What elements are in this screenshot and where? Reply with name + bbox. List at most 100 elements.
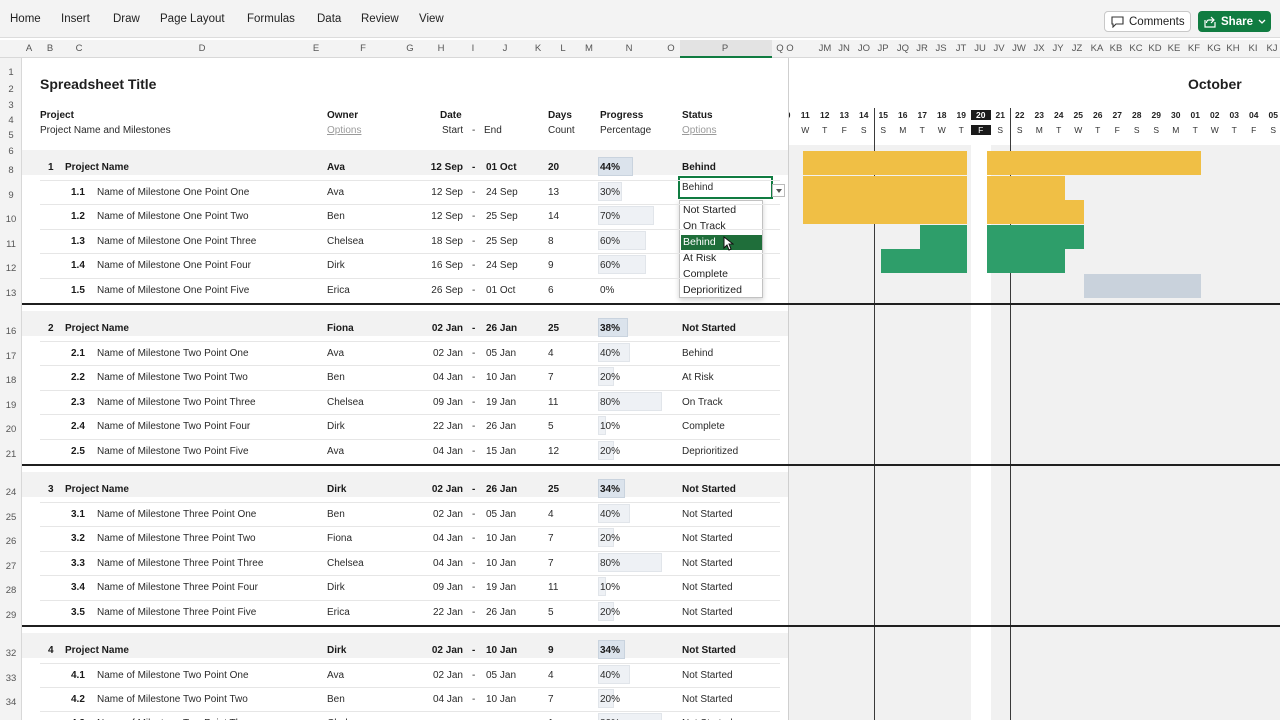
column-letter[interactable]: O <box>667 43 675 54</box>
project-name[interactable]: Project Name <box>65 323 129 334</box>
start-date-cell[interactable]: 12 Sep <box>431 187 463 198</box>
start-date-cell[interactable]: 26 Sep <box>431 285 463 296</box>
header-owner-options[interactable]: Options <box>327 125 362 136</box>
column-letter[interactable]: KD <box>1148 43 1162 54</box>
menu-data[interactable]: Data <box>317 13 342 25</box>
column-letter[interactable]: I <box>471 43 475 54</box>
row-number[interactable]: 10 <box>5 214 17 225</box>
milestone-name[interactable]: Name of Milestone Three Point Five <box>97 607 257 618</box>
gantt-bar[interactable] <box>986 249 1065 273</box>
progress-cell[interactable]: 80% <box>600 718 620 720</box>
column-letter[interactable]: H <box>437 43 445 54</box>
start-date-cell[interactable]: 04 Jan <box>432 446 463 457</box>
end-date-cell[interactable]: 26 Jan <box>486 607 517 618</box>
row-number[interactable]: 21 <box>5 449 17 460</box>
column-letter[interactable]: JQ <box>896 43 910 54</box>
start-date-cell[interactable]: 09 Jan <box>432 582 463 593</box>
column-letter[interactable]: KE <box>1167 43 1181 54</box>
column-letter[interactable]: JS <box>935 43 947 54</box>
gantt-bar[interactable] <box>803 176 968 200</box>
milestone-name[interactable]: Name of Milestone One Point Five <box>97 285 250 296</box>
status-cell[interactable]: Not Started <box>682 484 736 495</box>
gantt-bar[interactable] <box>1084 274 1202 298</box>
start-date-cell[interactable]: 22 Jan <box>432 607 463 618</box>
owner-cell[interactable]: Fiona <box>327 323 354 334</box>
owner-cell[interactable]: Chelsea <box>327 718 364 720</box>
progress-cell[interactable]: 80% <box>600 397 621 408</box>
progress-cell[interactable]: 34% <box>600 645 621 656</box>
column-letter[interactable]: F <box>360 43 366 54</box>
owner-cell[interactable]: Chelsea <box>327 236 364 247</box>
progress-cell[interactable]: 20% <box>600 372 621 383</box>
milestone-name[interactable]: Name of Milestone One Point Three <box>97 236 257 247</box>
owner-cell[interactable]: Dirk <box>327 260 345 271</box>
progress-cell[interactable]: 20% <box>600 607 621 618</box>
end-date-cell[interactable]: 19 Jan <box>486 582 517 593</box>
row-number[interactable]: 6 <box>8 146 14 157</box>
progress-cell[interactable]: 70% <box>600 211 621 222</box>
owner-cell[interactable]: Ben <box>327 694 345 705</box>
dropdown-option-at-risk[interactable]: At Risk <box>683 252 717 264</box>
column-letter[interactable]: K <box>534 43 542 54</box>
status-cell[interactable]: Not Started <box>682 323 736 334</box>
column-letter[interactable]: KF <box>1187 43 1201 54</box>
progress-cell[interactable]: 10% <box>600 582 621 593</box>
end-date-cell[interactable]: 10 Jan <box>486 694 517 705</box>
start-date-cell[interactable]: 12 Sep <box>431 211 463 222</box>
owner-cell[interactable]: Dirk <box>327 421 345 432</box>
menu-review[interactable]: Review <box>361 13 399 25</box>
column-letter[interactable]: JU <box>974 43 986 54</box>
status-cell[interactable]: Complete <box>682 421 725 432</box>
status-cell[interactable]: Not Started <box>682 582 733 593</box>
gantt-bar[interactable] <box>881 249 968 273</box>
column-letter[interactable]: JN <box>838 43 850 54</box>
end-date-cell[interactable]: 01 Oct <box>486 285 516 296</box>
row-number[interactable]: 3 <box>8 100 14 111</box>
owner-cell[interactable]: Dirk <box>327 582 345 593</box>
row-number[interactable]: 27 <box>5 561 17 572</box>
milestone-name[interactable]: Name of Milestone Two Point One <box>97 670 249 681</box>
end-date-cell[interactable]: 10 Jan <box>486 645 518 656</box>
milestone-name[interactable]: Name of Milestone Two Point Five <box>97 446 249 457</box>
end-date-cell[interactable]: 10 Jan <box>486 372 517 383</box>
column-letter[interactable]: KG <box>1207 43 1221 54</box>
column-letter[interactable]: JM <box>818 43 832 54</box>
project-name[interactable]: Project Name <box>65 645 129 656</box>
project-name[interactable]: Project Name <box>65 162 129 173</box>
owner-cell[interactable]: Ava <box>327 446 345 457</box>
end-date-cell[interactable]: 26 Jan <box>486 421 517 432</box>
gantt-bar[interactable] <box>920 225 968 249</box>
end-date-cell[interactable]: 24 Sep <box>486 260 518 271</box>
column-letter[interactable]: KB <box>1109 43 1123 54</box>
share-button[interactable]: Share <box>1198 11 1271 32</box>
end-date-cell[interactable]: 01 Oct <box>486 162 517 173</box>
milestone-name[interactable]: Name of Milestone Three Point Two <box>97 533 256 544</box>
status-cell[interactable]: At Risk <box>682 372 714 383</box>
row-number[interactable]: 33 <box>5 673 17 684</box>
owner-cell[interactable]: Ben <box>327 372 345 383</box>
dropdown-option-deprioritized[interactable]: Deprioritized <box>683 284 742 296</box>
progress-cell[interactable]: 20% <box>600 446 621 457</box>
column-letter[interactable]: JO <box>857 43 871 54</box>
owner-cell[interactable]: Ben <box>327 509 345 520</box>
milestone-name[interactable]: Name of Milestone Three Point Four <box>97 582 259 593</box>
owner-cell[interactable]: Ava <box>327 162 345 173</box>
start-date-cell[interactable]: 09 Jan <box>432 397 463 408</box>
row-number[interactable]: 29 <box>5 610 17 621</box>
progress-cell[interactable]: 60% <box>600 236 621 247</box>
end-date-cell[interactable]: 25 Sep <box>486 236 518 247</box>
menu-formulas[interactable]: Formulas <box>247 13 295 25</box>
column-letter[interactable]: B <box>46 43 54 54</box>
column-letter[interactable]: G <box>406 43 414 54</box>
milestone-name[interactable]: Name of Milestone Two Point Two <box>97 372 248 383</box>
status-cell[interactable]: Not Started <box>682 694 733 705</box>
status-cell[interactable]: Behind <box>682 162 716 173</box>
progress-cell[interactable]: 0% <box>600 285 615 296</box>
column-letter[interactable]: KJ <box>1266 43 1278 54</box>
column-letter[interactable]: JT <box>955 43 967 54</box>
row-number[interactable]: 26 <box>5 536 17 547</box>
progress-cell[interactable]: 38% <box>600 323 621 334</box>
row-number[interactable]: 9 <box>8 190 14 201</box>
start-date-cell[interactable]: 04 Jan <box>432 558 463 569</box>
owner-cell[interactable]: Ava <box>327 348 345 359</box>
